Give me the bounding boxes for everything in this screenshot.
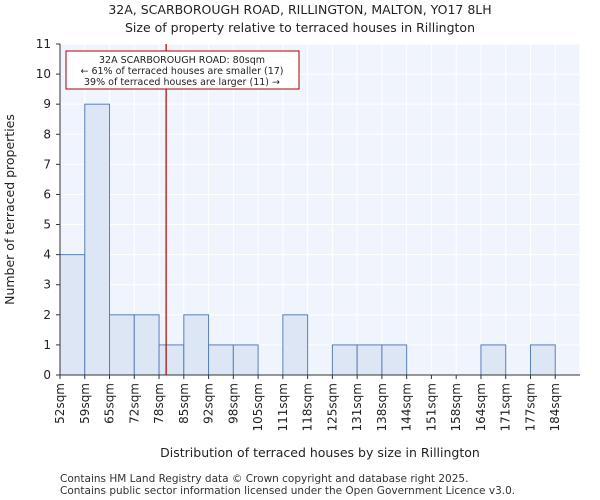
x-tick-label: 118sqm [301,383,315,431]
y-tick-label: 10 [36,67,51,81]
chart-title: 32A, SCARBOROUGH ROAD, RILLINGTON, MALTO… [108,2,492,17]
footer-licence: Contains public sector information licen… [60,485,516,497]
x-tick-label: 52sqm [53,383,67,424]
x-axis-title: Distribution of terraced houses by size … [160,445,480,460]
x-tick-label: 171sqm [499,383,513,431]
annotation-line-3: 39% of terraced houses are larger (11) → [84,77,280,88]
y-tick-label: 11 [36,37,51,51]
annotation-box [65,50,300,90]
bar [109,314,135,376]
bar [158,344,185,376]
x-tick-label: 105sqm [251,383,265,431]
x-tick-label: 131sqm [350,383,364,431]
x-tick-label: 72sqm [127,383,141,424]
bar [59,254,86,376]
x-tick-label: 111sqm [276,383,290,431]
y-tick-label: 5 [43,218,51,232]
x-tick-label: 138sqm [375,383,389,431]
x-tick-label: 98sqm [226,383,240,424]
x-tick-label: 65sqm [103,383,117,424]
bar [282,314,309,376]
y-tick-label: 2 [43,308,51,322]
bar [133,314,160,376]
chart-svg: 0 1 2 3 4 5 6 7 8 9 10 11 52sqm 59sqm 65sqm 72sqm 78sqm 8… [2,37,581,460]
annotation-line-2: ← 61% of terraced houses are smaller (17… [80,66,283,77]
y-axis-title: Number of terraced properties [2,114,17,305]
chart-subtitle: Size of property relative to terraced ho… [124,20,476,35]
x-tick-label: 92sqm [202,383,216,424]
y-tick-label: 0 [43,368,51,382]
footer-copyright: Contains HM Land Registry data © Crown c… [60,473,469,485]
x-tick-label: 125sqm [325,383,339,431]
bar [208,344,234,376]
x-tick-label: 144sqm [400,383,414,431]
x-tick-label: 158sqm [449,383,463,431]
bar [331,344,358,376]
x-tick-label: 164sqm [474,383,488,431]
y-tick-label: 9 [43,97,51,111]
x-tick-label: 184sqm [548,383,562,431]
x-tick-label: 151sqm [424,383,438,431]
y-tick-label: 7 [43,157,51,171]
bar [356,344,383,376]
y-tick-label: 4 [43,248,51,262]
annotation-line-1: 32A SCARBOROUGH ROAD: 80sqm [99,55,265,66]
bar [84,103,111,376]
bar [232,344,259,376]
x-tick-label: 59sqm [78,383,92,424]
y-tick-label: 8 [43,127,51,141]
bar [529,344,556,376]
y-tick-label: 1 [43,338,51,352]
x-tick-label: 78sqm [152,383,166,424]
bar [183,314,210,376]
bar [381,344,408,376]
y-tick-label: 3 [43,278,51,292]
y-tick-label: 6 [43,187,51,201]
x-tick-label: 85sqm [177,383,191,424]
x-tick-label: 177sqm [523,383,537,431]
bar [480,344,507,376]
